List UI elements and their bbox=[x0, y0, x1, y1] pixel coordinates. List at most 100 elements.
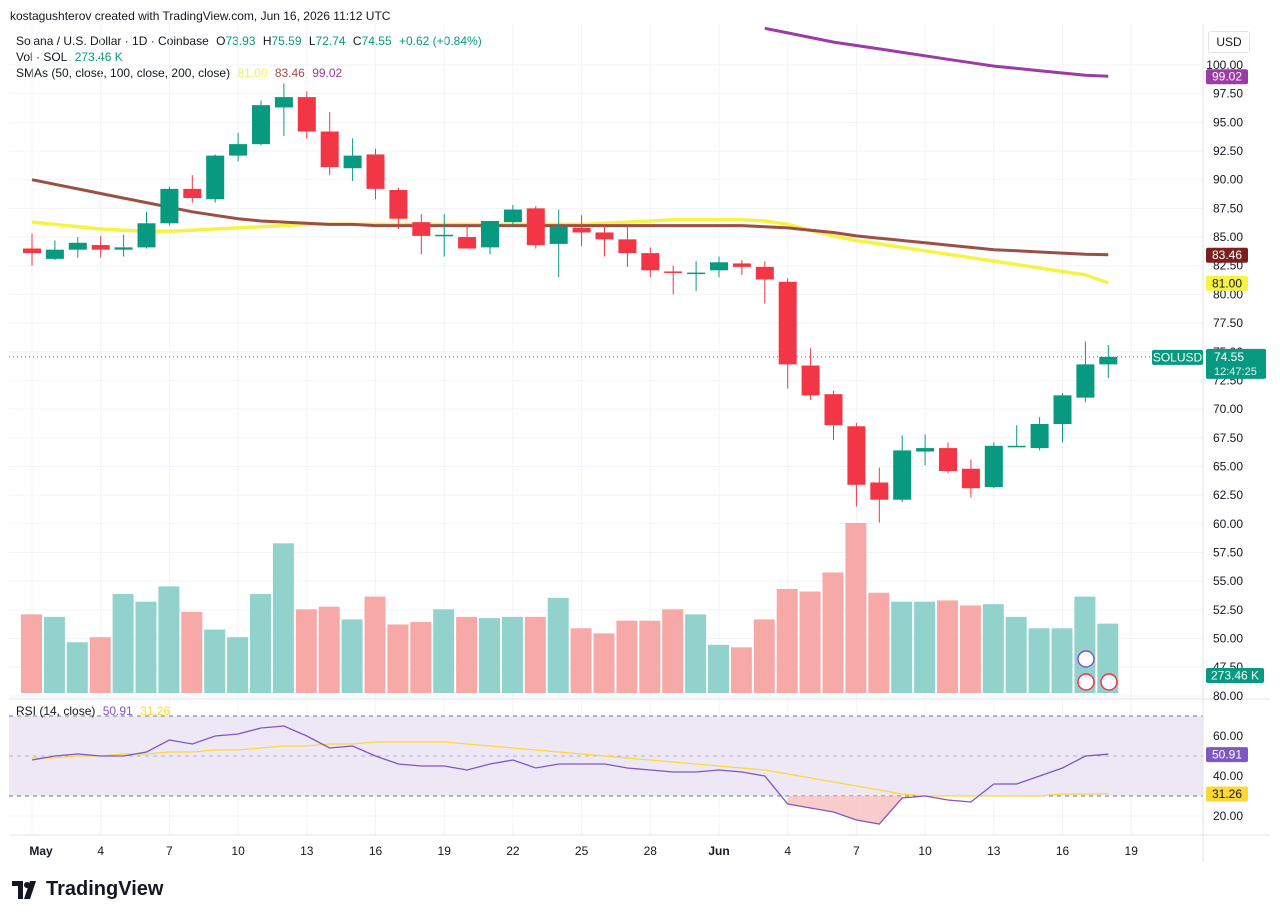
rsi-tick-label: 60.00 bbox=[1213, 729, 1243, 743]
tradingview-logo: TradingView bbox=[12, 878, 163, 901]
volume-bar bbox=[250, 594, 271, 693]
countdown-tag: 12:47:25 bbox=[1214, 366, 1257, 378]
candle-body bbox=[847, 426, 866, 485]
candle-body bbox=[618, 239, 637, 254]
candle-body bbox=[755, 266, 774, 280]
tradingview-icon bbox=[12, 880, 36, 899]
grid-lines bbox=[9, 24, 1203, 835]
sma200-line bbox=[764, 26, 1109, 78]
volume-label[interactable]: Vol · SOL bbox=[16, 50, 68, 64]
sma200-value: 99.02 bbox=[312, 66, 343, 80]
sma-label[interactable]: SMAs (50, close, 100, close, 200, close) bbox=[16, 66, 231, 80]
candle-body bbox=[916, 448, 935, 452]
candle-body bbox=[160, 188, 179, 224]
volume-bar bbox=[937, 600, 958, 693]
price-tick-label: 77.50 bbox=[1213, 316, 1243, 330]
volume-bar bbox=[891, 601, 913, 693]
sma200-tag: 99.02 bbox=[1212, 70, 1242, 84]
rsi-ma-value: 31.26 bbox=[140, 704, 171, 718]
symbol-tag-bg bbox=[1152, 349, 1203, 365]
volume-bar bbox=[135, 601, 157, 693]
rsi-label[interactable]: RSI (14, close) bbox=[16, 704, 96, 718]
time-tick-label: 16 bbox=[1056, 844, 1070, 858]
volume-bar bbox=[341, 619, 363, 693]
time-tick-label: 4 bbox=[97, 844, 104, 858]
volume-bar bbox=[570, 628, 592, 693]
high-value: 75.59 bbox=[271, 34, 302, 48]
volume-bar bbox=[593, 633, 615, 693]
price-tick-label: 100.00 bbox=[1206, 58, 1243, 72]
candle-body bbox=[1007, 445, 1026, 448]
rsi-ma-tag-bg bbox=[1206, 786, 1248, 802]
time-tick-label: 10 bbox=[231, 844, 245, 858]
volume-bar bbox=[204, 629, 226, 693]
volume-bar bbox=[708, 644, 729, 693]
volume-legend: Vol · SOL 273.46 K bbox=[16, 50, 127, 64]
candle-body bbox=[687, 272, 706, 275]
price-tags: 99.02 83.46 81.00 SOLUSD 74.55 12:47:25 273.46… bbox=[1077, 69, 1266, 802]
close-label: C bbox=[352, 34, 362, 48]
volume-bar bbox=[66, 642, 88, 693]
time-tick-label: Jun bbox=[708, 844, 729, 858]
price-tick-label: 92.50 bbox=[1213, 144, 1243, 158]
rsi-oversold-fill bbox=[787, 796, 903, 824]
volume-bar bbox=[822, 572, 844, 693]
candle-body bbox=[641, 253, 660, 271]
volume-bar bbox=[1005, 616, 1027, 693]
candle-body bbox=[435, 234, 454, 237]
candle-body bbox=[961, 468, 980, 489]
volume-bar bbox=[730, 647, 752, 693]
time-tick-label: May bbox=[29, 844, 53, 858]
candle-body bbox=[1030, 424, 1049, 449]
price-chart[interactable]: 47.5050.0052.5055.0057.5060.0062.5065.00… bbox=[0, 0, 1280, 870]
volume-bar bbox=[959, 605, 981, 693]
volume-bar bbox=[547, 597, 569, 693]
candle-body bbox=[183, 188, 202, 199]
price-tick-label: 62.50 bbox=[1213, 488, 1243, 502]
time-tick-label: 7 bbox=[166, 844, 173, 858]
price-tick-label: 97.50 bbox=[1213, 87, 1243, 101]
brand-text: TradingView bbox=[46, 878, 164, 900]
candle-body bbox=[252, 105, 270, 145]
time-tick-label: 16 bbox=[369, 844, 383, 858]
volume-bar bbox=[272, 543, 294, 693]
sma100-value: 83.46 bbox=[274, 66, 305, 80]
volume-bar bbox=[433, 609, 455, 693]
volume-bars bbox=[21, 523, 1119, 693]
volume-bar bbox=[982, 604, 1004, 693]
time-tick-label: 13 bbox=[987, 844, 1001, 858]
candle-body bbox=[297, 97, 316, 132]
candle-body bbox=[710, 262, 728, 271]
candle-body bbox=[526, 208, 545, 246]
price-tick-label: 60.00 bbox=[1213, 517, 1243, 531]
rsi-pane bbox=[9, 715, 1203, 825]
volume-bar bbox=[799, 591, 821, 693]
change-value: +0.62 (+0.84%) bbox=[398, 34, 482, 48]
candles bbox=[23, 83, 1118, 523]
price-tick-label: 57.50 bbox=[1213, 545, 1243, 559]
volume-bar bbox=[501, 616, 523, 693]
symbol-legend: Solana / U.S. Dollar · 1D · Coinbase O73… bbox=[16, 34, 486, 48]
rsi-tag: 50.91 bbox=[1212, 748, 1242, 762]
sma-legend: SMAs (50, close, 100, close, 200, close)… bbox=[16, 66, 346, 80]
rsi-tag-bg bbox=[1206, 747, 1248, 763]
price-tick-label: 87.50 bbox=[1213, 201, 1243, 215]
currency-button[interactable]: USD bbox=[1208, 31, 1250, 53]
open-label: O bbox=[216, 34, 226, 48]
volume-bar bbox=[387, 624, 409, 693]
sma50-tag-bg bbox=[1206, 275, 1248, 291]
rsi-ma-tag: 31.26 bbox=[1212, 787, 1242, 801]
volume-tag-bg bbox=[1206, 668, 1264, 683]
price-tick-label: 50.00 bbox=[1213, 632, 1243, 646]
volume-bar bbox=[914, 601, 936, 693]
candle-body bbox=[801, 365, 820, 396]
candle-body bbox=[1053, 395, 1072, 425]
symbol-title[interactable]: Solana / U.S. Dollar · 1D · Coinbase bbox=[16, 34, 209, 48]
price-tick-label: 65.00 bbox=[1213, 459, 1243, 473]
volume-bar bbox=[456, 616, 478, 693]
volume-bar bbox=[868, 592, 890, 693]
ohlc-low: L72.74 bbox=[309, 34, 346, 48]
sma50-tag: 81.00 bbox=[1212, 276, 1242, 290]
ohlc-open: O73.93 bbox=[216, 34, 255, 48]
volume-bar bbox=[685, 614, 707, 693]
